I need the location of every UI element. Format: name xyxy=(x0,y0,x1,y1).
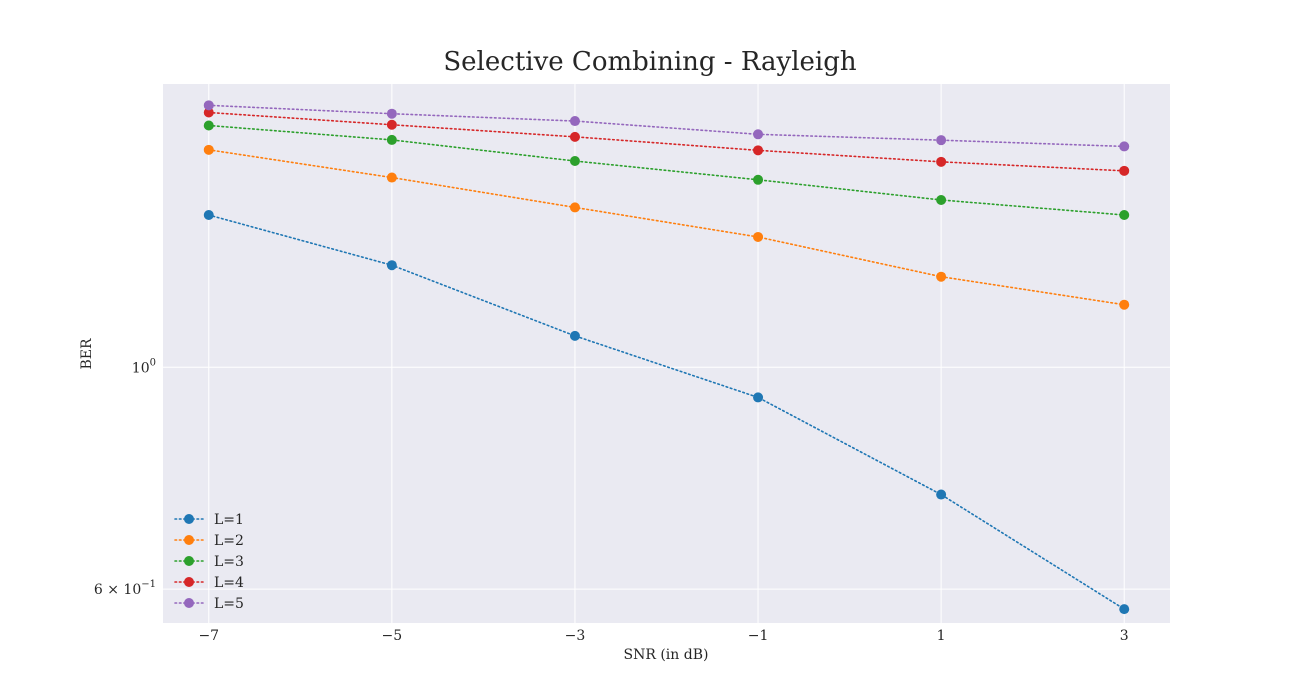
x-tick-label: 3 xyxy=(1120,628,1129,644)
legend-label: L=5 xyxy=(214,596,244,612)
legend-item: L=1 xyxy=(174,512,244,528)
data-point xyxy=(386,172,397,183)
data-point xyxy=(936,489,947,500)
legend-label: L=3 xyxy=(214,554,244,570)
y-tick-labels: 100 6 × 10−1 xyxy=(94,357,156,598)
data-point xyxy=(753,145,764,156)
x-tick-label: −7 xyxy=(198,628,219,644)
data-point xyxy=(386,260,397,271)
data-point xyxy=(936,271,947,282)
series-line-3 xyxy=(207,124,1126,216)
data-point xyxy=(1119,210,1130,221)
series-line-1 xyxy=(207,214,1126,610)
legend-item: L=5 xyxy=(174,596,244,612)
legend: L=1 L=2 L=3 L=4 L=5 xyxy=(174,512,244,612)
data-point xyxy=(936,156,947,167)
legend-item: L=3 xyxy=(174,554,244,570)
data-point xyxy=(1119,165,1130,176)
data-point xyxy=(569,131,580,142)
chart-title: Selective Combining - Rayleigh xyxy=(443,47,857,77)
data-point xyxy=(753,129,764,140)
data-point xyxy=(753,392,764,403)
legend-marker xyxy=(184,514,194,524)
legend-label: L=2 xyxy=(214,533,244,549)
data-point xyxy=(386,108,397,119)
legend-item: L=4 xyxy=(174,575,244,591)
data-point xyxy=(1119,141,1130,152)
legend-label: L=1 xyxy=(214,512,244,528)
data-point xyxy=(386,134,397,145)
data-point xyxy=(1119,604,1130,615)
x-tick-label: 1 xyxy=(937,628,946,644)
legend-marker xyxy=(184,556,194,566)
data-point xyxy=(203,107,214,118)
data-point xyxy=(569,330,580,341)
data-point xyxy=(753,231,764,242)
legend-item: L=2 xyxy=(174,533,244,549)
x-tick-label: −3 xyxy=(565,628,586,644)
series-group xyxy=(203,100,1130,615)
data-point xyxy=(569,156,580,167)
y-axis-label: BER xyxy=(79,338,95,370)
x-axis-label: SNR (in dB) xyxy=(624,647,709,663)
plot-area xyxy=(163,84,1170,623)
data-point xyxy=(569,116,580,127)
data-point xyxy=(753,174,764,185)
data-point xyxy=(203,100,214,111)
y-tick-label: 100 xyxy=(132,357,156,376)
legend-marker xyxy=(184,577,194,587)
y-tick-label: 6 × 10−1 xyxy=(94,579,156,598)
series-line-2 xyxy=(207,149,1126,306)
series-line-5 xyxy=(207,104,1126,148)
legend-label: L=4 xyxy=(214,575,244,591)
data-point xyxy=(203,144,214,155)
data-point xyxy=(203,120,214,131)
data-point xyxy=(936,135,947,146)
data-point xyxy=(1119,299,1130,310)
series-line-4 xyxy=(207,111,1126,172)
x-tick-labels: −7 −5 −3 −1 1 3 xyxy=(198,628,1128,644)
data-point xyxy=(386,119,397,130)
x-tick-label: −5 xyxy=(382,628,403,644)
data-point xyxy=(569,202,580,213)
legend-marker xyxy=(184,535,194,545)
legend-marker xyxy=(184,598,194,608)
x-tick-label: −1 xyxy=(748,628,769,644)
data-point xyxy=(936,194,947,205)
data-point xyxy=(203,210,214,221)
